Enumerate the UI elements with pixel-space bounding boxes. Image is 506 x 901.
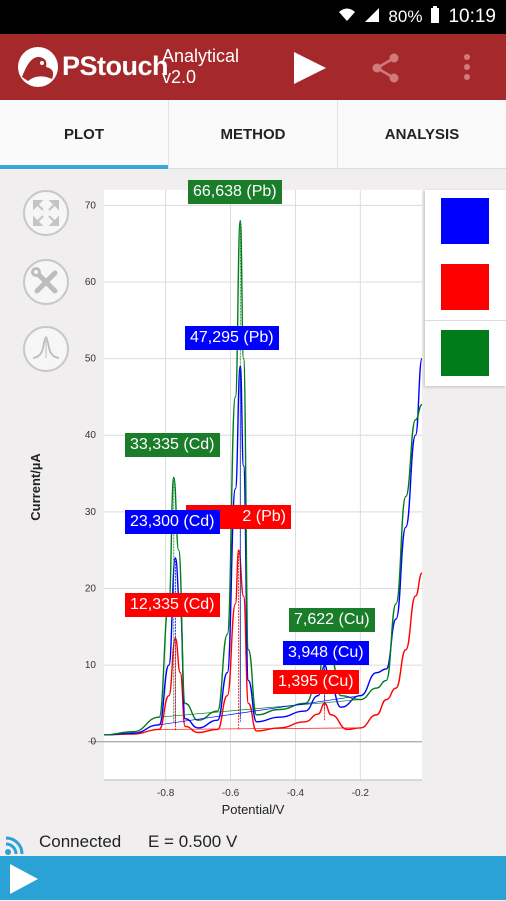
tab-analysis[interactable]: ANALYSIS [384, 125, 460, 143]
baseline-red [159, 727, 361, 730]
x-tick-label: -0.4 [287, 788, 305, 799]
app-subtitle-line2: v2.0 [162, 67, 197, 87]
y-tick-label: 70 [85, 200, 97, 211]
logo-icon [18, 47, 58, 87]
connection-status: Connected [39, 832, 122, 851]
y-tick-label: 40 [85, 430, 97, 441]
share-icon [372, 53, 399, 83]
series-legend [425, 190, 506, 386]
tab-method[interactable]: METHOD [169, 100, 338, 168]
peak-label-blue-cu: 3,948 (Cu) [283, 641, 369, 665]
peak-label-green-cu: 7,622 (Cu) [289, 608, 375, 632]
play-icon [294, 52, 326, 84]
potential-readout: E = 0.500 V [148, 832, 238, 851]
tab-bar: PLOT METHOD ANALYSIS [0, 100, 506, 169]
expand-arrows-icon [33, 200, 59, 226]
peak-label-blue-cd: 23,300 (Cd) [125, 510, 220, 534]
connection-bar: Connected E = 0.500 V [0, 828, 506, 856]
bottom-bar [0, 856, 506, 900]
clock: 10:19 [448, 6, 496, 27]
peak-curve-icon [32, 336, 60, 359]
y-tick-label: 50 [85, 354, 97, 365]
y-tick-label: 60 [85, 277, 97, 288]
y-tick-label: 20 [85, 583, 97, 594]
app-subtitle-line1: Analytical [162, 46, 240, 66]
share-button[interactable] [370, 52, 402, 84]
legend-swatch-blue[interactable] [441, 198, 489, 244]
status-bar: 80% 10:19 [0, 0, 506, 34]
x-tick-label: -0.8 [157, 788, 175, 799]
wrench-screwdriver-icon [31, 267, 58, 294]
baseline-green [159, 699, 361, 718]
peak-baselines [159, 220, 361, 731]
peak-label-green-pb: 66,638 (Pb) [188, 180, 282, 204]
peak-label-red-pb-text: 2 (Pb) [242, 508, 286, 525]
legend-swatch-red[interactable] [441, 264, 489, 310]
wifi-icon [338, 7, 356, 27]
voltammogram-plot[interactable]: -0.8 -0.6 -0.4 -0.2 0 10 20 30 40 50 60 70 Potentia… [0, 168, 506, 828]
y-tick-label: 30 [85, 507, 97, 518]
peak-label-red-cd: 12,335 (Cd) [125, 593, 220, 617]
app-logo-text: PStouch [62, 51, 169, 81]
peak-label-red-cu: 1,395 (Cu) [273, 670, 359, 694]
start-measurement-button[interactable] [290, 50, 330, 86]
x-tick-label: -0.6 [222, 788, 240, 799]
y-axis-label: Current/µA [28, 453, 43, 521]
signal-icon [364, 7, 380, 27]
plot-area [104, 190, 422, 780]
settings-tools-button[interactable] [23, 259, 69, 305]
bottom-play-button[interactable] [6, 862, 42, 896]
app-subtitle: Analytical v2.0 [162, 46, 239, 88]
x-tick-label: -0.2 [352, 788, 370, 799]
app-bar: PStouch Analytical v2.0 [0, 34, 506, 100]
tab-plot[interactable]: PLOT [0, 100, 169, 169]
zoom-fit-button[interactable] [23, 190, 69, 236]
play-icon [10, 864, 38, 894]
trace-red [103, 549, 423, 736]
legend-swatch-green[interactable] [441, 330, 489, 376]
legend-divider [425, 320, 506, 321]
axis-ticks: -0.8 -0.6 -0.4 -0.2 0 10 20 30 40 50 60 70 [85, 200, 370, 799]
battery-percent: 80% [388, 7, 423, 26]
bluetooth-connected-icon [5, 836, 24, 855]
peak-label-green-cd: 33,335 (Cd) [125, 433, 220, 457]
overflow-menu-button[interactable] [456, 52, 478, 84]
battery-icon [430, 6, 440, 28]
x-axis-label: Potential/V [222, 802, 285, 817]
y-tick-label: 0 [90, 737, 96, 748]
peak-label-blue-pb: 47,295 (Pb) [185, 326, 279, 350]
peak-analysis-button[interactable] [23, 326, 69, 372]
more-vert-icon [464, 54, 470, 80]
baseline-blue [159, 695, 361, 726]
y-tick-label: 10 [85, 660, 97, 671]
